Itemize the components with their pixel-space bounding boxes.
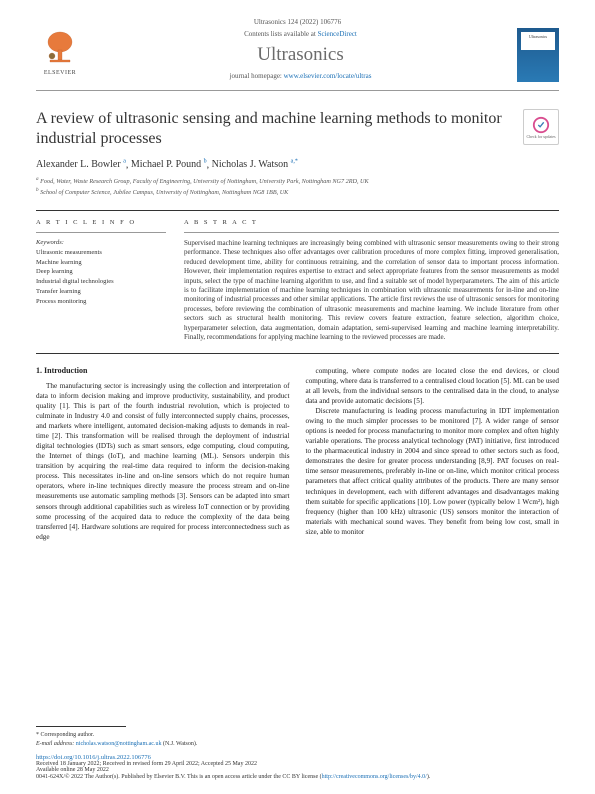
updates-icon <box>532 116 550 134</box>
section-1-head: 1. Introduction <box>36 366 290 375</box>
article-info-head: A R T I C L E I N F O <box>36 219 166 226</box>
homepage-prefix: journal homepage: <box>230 72 284 80</box>
corresponding-author: * Corresponding author. <box>36 731 559 739</box>
author-2: Michael P. Pound b <box>131 159 207 170</box>
license-link[interactable]: http://creativecommons.org/licenses/by/4… <box>322 774 427 780</box>
sciencedirect-link[interactable]: ScienceDirect <box>318 30 357 38</box>
available-line: Available online 28 May 2022 <box>36 767 559 773</box>
keywords-list: Ultrasonic measurements Machine learning… <box>36 248 166 307</box>
affiliation-b: b School of Computer Science, Jubilee Ca… <box>36 187 559 198</box>
footer: * Corresponding author. E-mail address: … <box>36 726 559 780</box>
keyword: Transfer learning <box>36 287 166 297</box>
intro-para-3: Discrete manufacturing is leading proces… <box>306 406 560 537</box>
keyword: Ultrasonic measurements <box>36 248 166 258</box>
check-updates-badge[interactable]: Check for updates <box>523 109 559 145</box>
homepage-link[interactable]: www.elsevier.com/locate/ultras <box>284 72 372 80</box>
email-label: E-mail address: <box>36 741 76 747</box>
keyword: Deep learning <box>36 267 166 277</box>
keyword: Industrial digital technologies <box>36 277 166 287</box>
abstract-text: Supervised machine learning techniques a… <box>184 239 559 343</box>
copyright-line: 0041-624X/© 2022 The Author(s). Publishe… <box>36 774 559 780</box>
cover-label: Ultrasonics <box>521 32 555 50</box>
affiliations: a Food, Water, Waste Research Group, Fac… <box>36 176 559 197</box>
article-title: A review of ultrasonic sensing and machi… <box>36 109 523 149</box>
contents-line: Contents lists available at ScienceDirec… <box>84 30 517 38</box>
author-1: Alexander L. Bowler a <box>36 159 126 170</box>
contents-prefix: Contents lists available at <box>244 30 318 38</box>
doi-link[interactable]: https://doi.org/10.1016/j.ultras.2022.10… <box>36 754 151 761</box>
affiliation-a: a Food, Water, Waste Research Group, Fac… <box>36 176 559 187</box>
abstract-head: A B S T R A C T <box>184 219 559 226</box>
publisher-logo: ELSEVIER <box>36 28 84 82</box>
elsevier-tree-icon <box>40 28 80 68</box>
keyword: Machine learning <box>36 258 166 268</box>
authors-line: Alexander L. Bowler a, Michael P. Pound … <box>36 159 559 170</box>
email-line: E-mail address: nicholas.watson@nottingh… <box>36 740 559 748</box>
header-row: ELSEVIER Contents lists available at Sci… <box>36 28 559 91</box>
homepage-line: journal homepage: www.elsevier.com/locat… <box>84 72 517 80</box>
corresponding-email-link[interactable]: nicholas.watson@nottingham.ac.uk <box>76 741 162 747</box>
updates-label: Check for updates <box>526 134 555 139</box>
publisher-name: ELSEVIER <box>44 70 76 76</box>
journal-reference: Ultrasonics 124 (2022) 106776 <box>36 18 559 26</box>
keyword: Process monitoring <box>36 297 166 307</box>
journal-cover-thumb: Ultrasonics <box>517 28 559 82</box>
copyright-text: 0041-624X/© 2022 The Author(s). Publishe… <box>36 774 322 780</box>
keywords-label: Keywords: <box>36 239 166 246</box>
body-columns: 1. Introduction The manufacturing sector… <box>0 354 595 542</box>
email-suffix: (N.J. Watson). <box>161 741 197 747</box>
journal-name: Ultrasonics <box>84 44 517 66</box>
intro-para-1: The manufacturing sector is increasingly… <box>36 381 290 542</box>
copyright-close: ). <box>427 774 431 780</box>
author-3: Nicholas J. Watson a,* <box>212 159 298 170</box>
intro-para-2: computing, where compute nodes are locat… <box>306 366 560 406</box>
